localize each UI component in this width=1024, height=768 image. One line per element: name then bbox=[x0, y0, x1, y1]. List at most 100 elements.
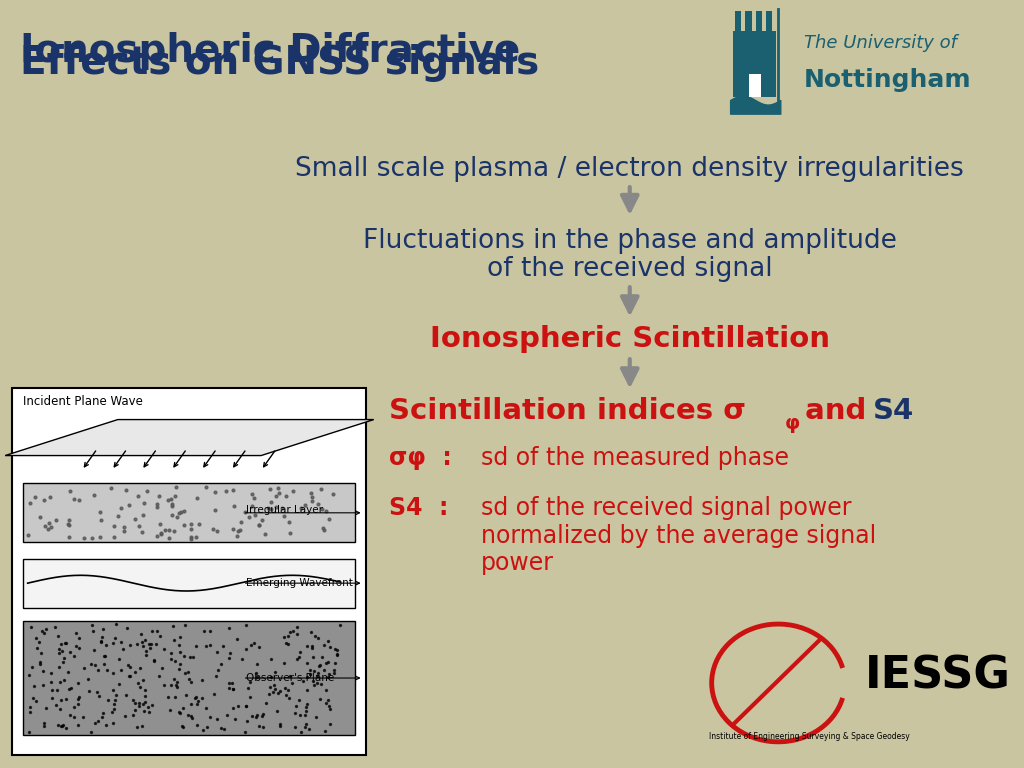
Point bbox=[150, 498, 166, 510]
Point bbox=[121, 670, 137, 682]
Point bbox=[244, 710, 260, 722]
Point bbox=[67, 650, 83, 662]
Point bbox=[163, 647, 179, 659]
Point bbox=[36, 720, 52, 732]
Point bbox=[70, 694, 86, 706]
Point bbox=[134, 720, 151, 733]
Text: of the received signal: of the received signal bbox=[487, 256, 772, 282]
Point bbox=[267, 667, 284, 679]
Text: Effects on GNSS signals: Effects on GNSS signals bbox=[20, 44, 540, 82]
Point bbox=[307, 631, 324, 643]
Point bbox=[257, 528, 273, 540]
Point bbox=[270, 487, 287, 499]
Point bbox=[171, 706, 187, 718]
Point bbox=[89, 686, 105, 698]
Point bbox=[43, 677, 59, 689]
Point bbox=[179, 709, 196, 721]
Text: The University of: The University of bbox=[804, 35, 956, 52]
Point bbox=[131, 697, 147, 709]
Point bbox=[273, 502, 290, 514]
Point bbox=[263, 670, 280, 683]
Point bbox=[146, 654, 163, 666]
Point bbox=[168, 679, 184, 691]
Point bbox=[249, 709, 265, 721]
Point bbox=[261, 483, 278, 495]
Point bbox=[127, 697, 143, 709]
Point bbox=[291, 694, 307, 706]
Text: IESSG: IESSG bbox=[865, 655, 1011, 698]
Point bbox=[66, 493, 82, 505]
Text: S4  :: S4 : bbox=[389, 496, 449, 521]
Point bbox=[182, 531, 199, 544]
Point bbox=[96, 650, 113, 663]
Point bbox=[144, 699, 161, 711]
Point bbox=[315, 639, 332, 651]
Point bbox=[134, 526, 151, 538]
Point bbox=[232, 516, 249, 528]
Point bbox=[187, 531, 204, 544]
Point bbox=[91, 506, 108, 518]
Point bbox=[221, 681, 238, 694]
Point bbox=[184, 712, 201, 724]
Point bbox=[305, 675, 322, 687]
Text: Scintillation indices σ: Scintillation indices σ bbox=[389, 397, 746, 425]
Text: Fluctuations in the phase and amplitude: Fluctuations in the phase and amplitude bbox=[362, 228, 897, 254]
Point bbox=[55, 652, 72, 664]
Point bbox=[86, 488, 102, 501]
Point bbox=[48, 684, 65, 696]
Point bbox=[242, 690, 258, 703]
Point bbox=[33, 647, 49, 659]
Point bbox=[70, 719, 86, 731]
Point bbox=[38, 623, 54, 635]
Point bbox=[314, 650, 331, 663]
Point bbox=[327, 643, 343, 655]
Point bbox=[177, 667, 194, 680]
Point bbox=[120, 659, 136, 671]
Point bbox=[135, 704, 152, 717]
Point bbox=[105, 637, 122, 649]
Point bbox=[136, 690, 153, 702]
Point bbox=[302, 664, 318, 677]
Point bbox=[141, 707, 158, 719]
Point bbox=[119, 622, 135, 634]
Point bbox=[254, 710, 270, 723]
Point bbox=[70, 677, 86, 689]
Point bbox=[289, 627, 305, 640]
Point bbox=[118, 689, 134, 701]
Point bbox=[183, 523, 200, 535]
Point bbox=[319, 656, 336, 668]
Point bbox=[54, 645, 71, 657]
Point bbox=[248, 710, 264, 723]
Point bbox=[267, 683, 284, 695]
Point bbox=[93, 636, 110, 648]
Point bbox=[106, 698, 123, 710]
Bar bbox=[735, 12, 741, 31]
Point bbox=[319, 671, 336, 684]
Text: Incident Plane Wave: Incident Plane Wave bbox=[23, 395, 142, 408]
Point bbox=[161, 524, 177, 536]
Point bbox=[66, 701, 82, 713]
Point bbox=[105, 531, 122, 543]
Point bbox=[246, 492, 262, 504]
Point bbox=[199, 721, 215, 733]
Point bbox=[110, 510, 126, 522]
Point bbox=[37, 702, 53, 714]
Point bbox=[36, 627, 52, 639]
Point bbox=[164, 509, 180, 521]
Point bbox=[185, 650, 202, 663]
Point bbox=[304, 641, 321, 653]
Point bbox=[142, 642, 159, 654]
Point bbox=[160, 494, 176, 506]
Point bbox=[172, 707, 188, 719]
Point bbox=[52, 703, 69, 715]
Point bbox=[153, 528, 169, 541]
Point bbox=[71, 632, 87, 644]
Point bbox=[292, 708, 308, 720]
Point bbox=[166, 634, 182, 646]
Text: Ionospheric Diffractive: Ionospheric Diffractive bbox=[20, 31, 521, 70]
Point bbox=[132, 661, 148, 674]
Point bbox=[322, 718, 338, 730]
Point bbox=[175, 720, 191, 733]
Point bbox=[163, 654, 179, 666]
Point bbox=[258, 697, 274, 710]
